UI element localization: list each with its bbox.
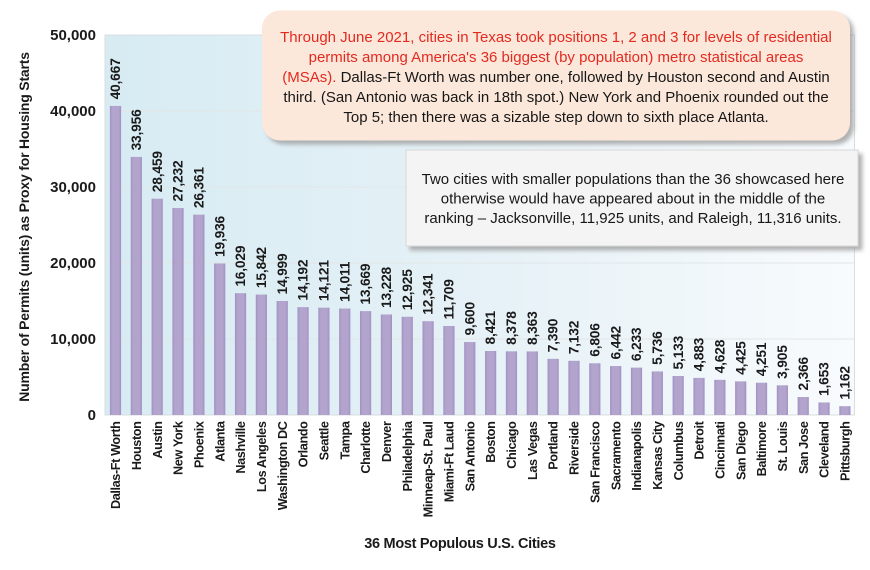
svg-text:12,925: 12,925 <box>400 269 415 311</box>
svg-text:permits among America's 36 big: permits among America's 36 biggest (by p… <box>309 49 804 66</box>
svg-text:7,132: 7,132 <box>567 320 582 354</box>
svg-text:Los Angeles: Los Angeles <box>255 421 269 492</box>
svg-text:Tampa: Tampa <box>338 420 352 459</box>
svg-text:Miami-Ft Laud: Miami-Ft Laud <box>443 422 457 503</box>
svg-text:Phoenix: Phoenix <box>192 421 206 468</box>
svg-text:50,000: 50,000 <box>50 27 96 44</box>
svg-text:11,709: 11,709 <box>442 279 457 320</box>
svg-text:9,600: 9,600 <box>462 301 477 335</box>
svg-text:Baltimore: Baltimore <box>755 421 769 476</box>
svg-text:14,011: 14,011 <box>337 261 352 302</box>
svg-text:New York: New York <box>172 420 186 475</box>
svg-text:Austin: Austin <box>151 422 165 459</box>
svg-text:14,999: 14,999 <box>275 253 290 295</box>
svg-text:40,000: 40,000 <box>50 103 96 120</box>
svg-text:Cincinnati: Cincinnati <box>713 422 727 479</box>
svg-text:Denver: Denver <box>380 421 394 462</box>
svg-text:ranking – Jacksonville, 11,925: ranking – Jacksonville, 11,925 units, an… <box>424 210 841 227</box>
svg-text:Riverside: Riverside <box>568 421 582 475</box>
svg-text:0: 0 <box>88 407 96 424</box>
svg-text:San Jose: San Jose <box>797 421 811 474</box>
svg-text:otherwise would have appeared: otherwise would have appeared about in t… <box>441 191 825 208</box>
svg-text:30,000: 30,000 <box>50 179 96 196</box>
svg-text:Sacramento: Sacramento <box>609 421 623 490</box>
svg-text:Dallas-Ft Worth: Dallas-Ft Worth <box>109 422 123 510</box>
svg-text:Seattle: Seattle <box>318 421 332 460</box>
svg-text:Minneap-St. Paul: Minneap-St. Paul <box>422 422 436 518</box>
svg-text:Philadelphia: Philadelphia <box>401 420 415 491</box>
svg-text:Charlotte: Charlotte <box>359 421 373 473</box>
svg-text:14,192: 14,192 <box>296 259 311 301</box>
svg-text:20,000: 20,000 <box>50 255 96 272</box>
svg-text:Top 5; then there was a sizabl: Top 5; then there was a sizable step dow… <box>343 109 768 126</box>
svg-text:19,936: 19,936 <box>212 215 227 257</box>
svg-text:10,000: 10,000 <box>50 331 96 348</box>
svg-text:Two cities with smaller popula: Two cities with smaller populations than… <box>422 171 845 188</box>
svg-text:28,459: 28,459 <box>150 151 165 193</box>
svg-text:8,363: 8,363 <box>525 311 540 345</box>
svg-text:St. Louis: St. Louis <box>776 421 790 471</box>
svg-text:Indianapolis: Indianapolis <box>630 421 644 491</box>
svg-text:San Diego: San Diego <box>734 421 748 480</box>
svg-text:6,806: 6,806 <box>587 323 602 357</box>
svg-text:3,905: 3,905 <box>775 345 790 379</box>
svg-text:Pittsburgh: Pittsburgh <box>839 422 853 481</box>
svg-text:40,667: 40,667 <box>108 58 123 100</box>
svg-text:Columbus: Columbus <box>672 421 686 480</box>
svg-text:8,378: 8,378 <box>504 311 519 345</box>
svg-text:Number of Permits (units) as P: Number of Permits (units) as Proxy for H… <box>16 52 32 402</box>
svg-text:33,956: 33,956 <box>129 109 144 151</box>
svg-text:Detroit: Detroit <box>693 420 707 459</box>
svg-text:6,442: 6,442 <box>608 325 623 359</box>
svg-text:6,233: 6,233 <box>629 327 644 361</box>
svg-text:Orlando: Orlando <box>297 421 311 467</box>
svg-text:Through June 2021, cities in T: Through June 2021, cities in Texas took … <box>280 29 832 46</box>
svg-text:San Antonio: San Antonio <box>463 421 477 491</box>
svg-text:Nashville: Nashville <box>234 421 248 473</box>
svg-text:(MSAs). Dallas-Ft Worth was nu: (MSAs). Dallas-Ft Worth was number one, … <box>282 69 830 86</box>
svg-text:1,162: 1,162 <box>838 366 853 400</box>
svg-text:26,361: 26,361 <box>191 167 206 209</box>
svg-text:15,842: 15,842 <box>254 247 269 289</box>
svg-text:12,341: 12,341 <box>421 273 436 315</box>
svg-text:Kansas City: Kansas City <box>651 421 665 490</box>
svg-text:San Francisco: San Francisco <box>588 421 602 503</box>
svg-text:Washington DC: Washington DC <box>276 421 290 510</box>
svg-text:4,628: 4,628 <box>712 339 727 373</box>
svg-text:13,228: 13,228 <box>379 266 394 308</box>
svg-text:Chicago: Chicago <box>505 421 519 469</box>
svg-text:8,421: 8,421 <box>483 310 498 344</box>
svg-text:16,029: 16,029 <box>233 245 248 287</box>
svg-text:5,736: 5,736 <box>650 331 665 365</box>
svg-text:13,669: 13,669 <box>358 263 373 305</box>
svg-text:4,425: 4,425 <box>733 341 748 375</box>
svg-text:Las Vegas: Las Vegas <box>526 421 540 480</box>
svg-text:4,251: 4,251 <box>754 342 769 376</box>
svg-text:Boston: Boston <box>484 422 498 463</box>
svg-text:2,366: 2,366 <box>796 356 811 390</box>
svg-text:5,133: 5,133 <box>671 335 686 369</box>
svg-text:Portland: Portland <box>547 422 561 470</box>
svg-text:36 Most Populous U.S. Cities: 36 Most Populous U.S. Cities <box>364 536 556 552</box>
svg-text:1,653: 1,653 <box>817 362 832 396</box>
svg-text:4,883: 4,883 <box>692 337 707 371</box>
svg-text:third. (San Antonio was back i: third. (San Antonio was back in 18th spo… <box>283 89 828 106</box>
svg-text:7,390: 7,390 <box>546 318 561 352</box>
svg-text:Houston: Houston <box>130 422 144 471</box>
svg-text:27,232: 27,232 <box>171 160 186 202</box>
svg-text:Atlanta: Atlanta <box>213 420 227 462</box>
svg-text:14,121: 14,121 <box>317 260 332 302</box>
svg-text:Cleveland: Cleveland <box>818 422 832 478</box>
